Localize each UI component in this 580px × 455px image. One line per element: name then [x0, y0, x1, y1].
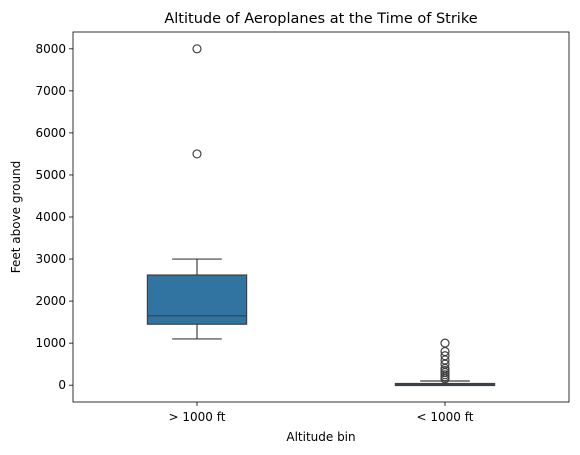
x-axis: > 1000 ft < 1000 ft: [169, 402, 474, 424]
plot-area: [146, 44, 496, 387]
chart-title: Altitude of Aeroplanes at the Time of St…: [164, 11, 477, 27]
x-tick-label: > 1000 ft: [169, 410, 226, 424]
box-group: [394, 338, 496, 387]
y-axis-label: Feet above ground: [9, 161, 23, 274]
x-axis-label: Altitude bin: [286, 430, 355, 444]
x-tick-label: < 1000 ft: [417, 410, 474, 424]
outlier-point: [440, 338, 450, 348]
y-tick-label: 5000: [35, 168, 66, 182]
y-tick-label: 6000: [35, 126, 66, 140]
plot-frame: [72, 31, 570, 403]
y-tick-label: 3000: [35, 252, 66, 266]
y-tick-label: 8000: [35, 42, 66, 56]
y-tick-label: 1000: [35, 336, 66, 350]
y-tick-label: 0: [58, 378, 66, 392]
outlier-point: [192, 149, 202, 159]
outlier-point: [192, 44, 202, 54]
y-axis: 0 1000 2000 3000 4000 5000 6000 7000 8000: [35, 42, 73, 392]
box-group: [146, 44, 248, 340]
y-tick-label: 7000: [35, 84, 66, 98]
y-tick-label: 2000: [35, 294, 66, 308]
iqr-box: [146, 274, 248, 325]
outlier-point: [440, 351, 450, 361]
y-tick-label: 4000: [35, 210, 66, 224]
